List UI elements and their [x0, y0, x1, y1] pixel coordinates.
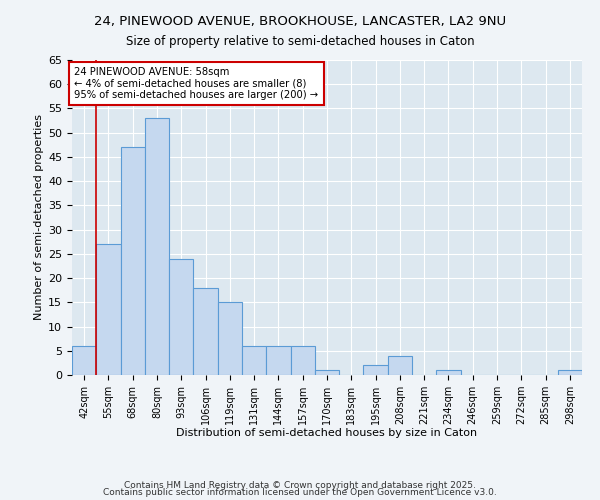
X-axis label: Distribution of semi-detached houses by size in Caton: Distribution of semi-detached houses by … — [176, 428, 478, 438]
Text: 24 PINEWOOD AVENUE: 58sqm
← 4% of semi-detached houses are smaller (8)
95% of se: 24 PINEWOOD AVENUE: 58sqm ← 4% of semi-d… — [74, 68, 319, 100]
Text: Size of property relative to semi-detached houses in Caton: Size of property relative to semi-detach… — [125, 35, 475, 48]
Bar — [388, 356, 412, 375]
Bar — [242, 346, 266, 375]
Bar — [364, 366, 388, 375]
Bar — [121, 147, 145, 375]
Bar — [218, 302, 242, 375]
Y-axis label: Number of semi-detached properties: Number of semi-detached properties — [34, 114, 44, 320]
Bar — [558, 370, 582, 375]
Bar — [436, 370, 461, 375]
Bar — [169, 258, 193, 375]
Text: 24, PINEWOOD AVENUE, BROOKHOUSE, LANCASTER, LA2 9NU: 24, PINEWOOD AVENUE, BROOKHOUSE, LANCAST… — [94, 15, 506, 28]
Bar — [290, 346, 315, 375]
Bar — [145, 118, 169, 375]
Bar — [96, 244, 121, 375]
Bar — [72, 346, 96, 375]
Bar — [266, 346, 290, 375]
Bar — [315, 370, 339, 375]
Bar — [193, 288, 218, 375]
Text: Contains public sector information licensed under the Open Government Licence v3: Contains public sector information licen… — [103, 488, 497, 497]
Text: Contains HM Land Registry data © Crown copyright and database right 2025.: Contains HM Land Registry data © Crown c… — [124, 480, 476, 490]
